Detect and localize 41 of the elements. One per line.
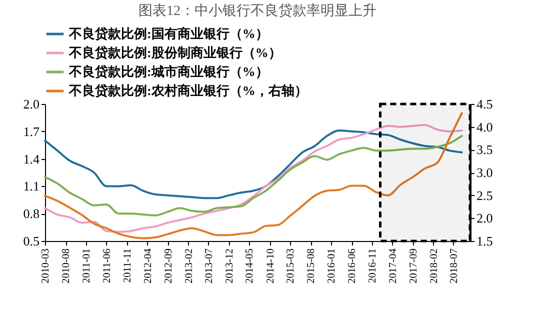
- y-tick-label: 1.4: [23, 151, 40, 166]
- y-tick-label: 1.7: [23, 124, 40, 139]
- x-tick-label: 2018-02: [428, 248, 440, 284]
- x-tick-label: 2016-01: [326, 248, 338, 284]
- x-tick-label: 2018-07: [448, 248, 460, 284]
- y-tick-label: 0.8: [23, 206, 40, 222]
- legend-label: 不良贷款比例:国有商业银行（%）: [68, 26, 268, 41]
- legend-label: 不良贷款比例:股份制商业银行（%）: [68, 45, 282, 60]
- x-tick-label: 2014-05: [244, 248, 256, 284]
- line-series: [44, 129, 463, 200]
- x-tick-label: 2014-10: [265, 248, 276, 284]
- x-tick-label: 2017-09: [408, 248, 420, 284]
- x-tick-label: 2011-01: [82, 248, 93, 284]
- x-tick-label: 2011-06: [102, 248, 113, 284]
- x-tick-label: 2016-11: [368, 248, 379, 284]
- legend-label: 不良贷款比例:城市商业银行（%）: [68, 64, 268, 79]
- y2-tick-label: 1.5: [476, 234, 493, 248]
- x-tick-label: 2012-09: [163, 248, 174, 284]
- line-series: [44, 134, 463, 216]
- chart-title: 图表12：中小银行不良贷款率明显上升: [138, 3, 376, 19]
- legend-label: 不良贷款比例:农村商业银行（%，右轴）: [68, 83, 308, 98]
- x-tick-label: 2013-07: [204, 248, 215, 284]
- x-tick-label: 2010-03: [40, 248, 52, 284]
- y2-tick-label: 2.5: [476, 188, 493, 203]
- y-tick-label: 2.0: [23, 96, 40, 112]
- x-tick-label: 2013-12: [224, 248, 236, 284]
- y2-tick-label: 4.0: [476, 119, 493, 134]
- y-tick-label: 1.1: [23, 178, 40, 194]
- x-tick-label: 2015-03: [286, 248, 297, 284]
- y2-tick-label: 3.0: [476, 165, 493, 180]
- x-tick-label: 2011-11: [122, 248, 134, 283]
- x-tick-label: 2013-02: [184, 248, 195, 284]
- x-tick-label: 2010-08: [61, 248, 72, 284]
- y2-tick-label: 3.5: [476, 142, 493, 158]
- x-tick-label: 2017-04: [388, 248, 399, 284]
- x-tick-label: 2016-06: [347, 248, 358, 284]
- y-tick-label: 0.5: [23, 234, 40, 248]
- x-tick-label: 2015-08: [306, 248, 318, 284]
- x-tick-label: 2012-04: [142, 248, 154, 284]
- y2-tick-label: 4.5: [476, 96, 493, 112]
- y2-tick-label: 2.0: [476, 210, 493, 226]
